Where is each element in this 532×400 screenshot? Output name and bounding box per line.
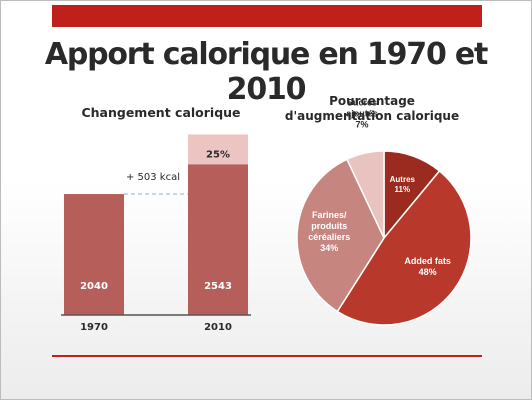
pie-title-line-2: d'augmentation calorique <box>284 109 460 123</box>
pie-slice-name-label-2: Farines/ <box>312 210 347 220</box>
slide-title: Apport calorique en 1970 et 2010 <box>44 37 489 107</box>
pie-slice-1 <box>336 169 472 326</box>
bottom-accent-line <box>52 355 482 357</box>
pie-slice-3 <box>345 150 385 239</box>
pie-slice-name-label-3: Sucres <box>347 97 377 107</box>
pie-title-line-1: Pourcentage <box>329 94 415 108</box>
pie-slice-2 <box>296 158 385 313</box>
pie-chart-title: Pourcentage d'augmentation calorique <box>277 94 467 124</box>
bar-1970 <box>64 194 124 315</box>
pie-slice-name-label-2: produits <box>311 221 347 231</box>
pie-slice-percent-label-2: 34% <box>320 243 338 253</box>
pie-slice-name-label-2: céréaliers <box>308 232 350 242</box>
bar-value-label-1970: 2040 <box>80 281 108 292</box>
increment-kcal-label: + 503 kcal <box>126 172 180 183</box>
pie-slice-percent-label-3: 7% <box>355 119 368 129</box>
pie-slice-name-label-1: Added fats <box>404 256 451 266</box>
increment-percent-label: 25% <box>206 149 230 160</box>
bar-2010 <box>188 164 248 315</box>
pie-slice-name-label-0: Autres <box>390 175 416 184</box>
x-tick-label-2010: 2010 <box>204 322 232 333</box>
top-accent-bar <box>52 5 482 27</box>
bar-value-label-2010: 2543 <box>204 281 232 292</box>
bar-chart-title: Changement calorique <box>81 105 241 120</box>
x-tick-label-1970: 1970 <box>80 322 108 333</box>
increment-bar <box>188 134 248 165</box>
pie-slice-percent-label-0: 11% <box>395 185 411 194</box>
pie-slice-name-label-3: ajoutés <box>346 108 378 118</box>
pie-slice-percent-label-1: 48% <box>419 267 437 277</box>
